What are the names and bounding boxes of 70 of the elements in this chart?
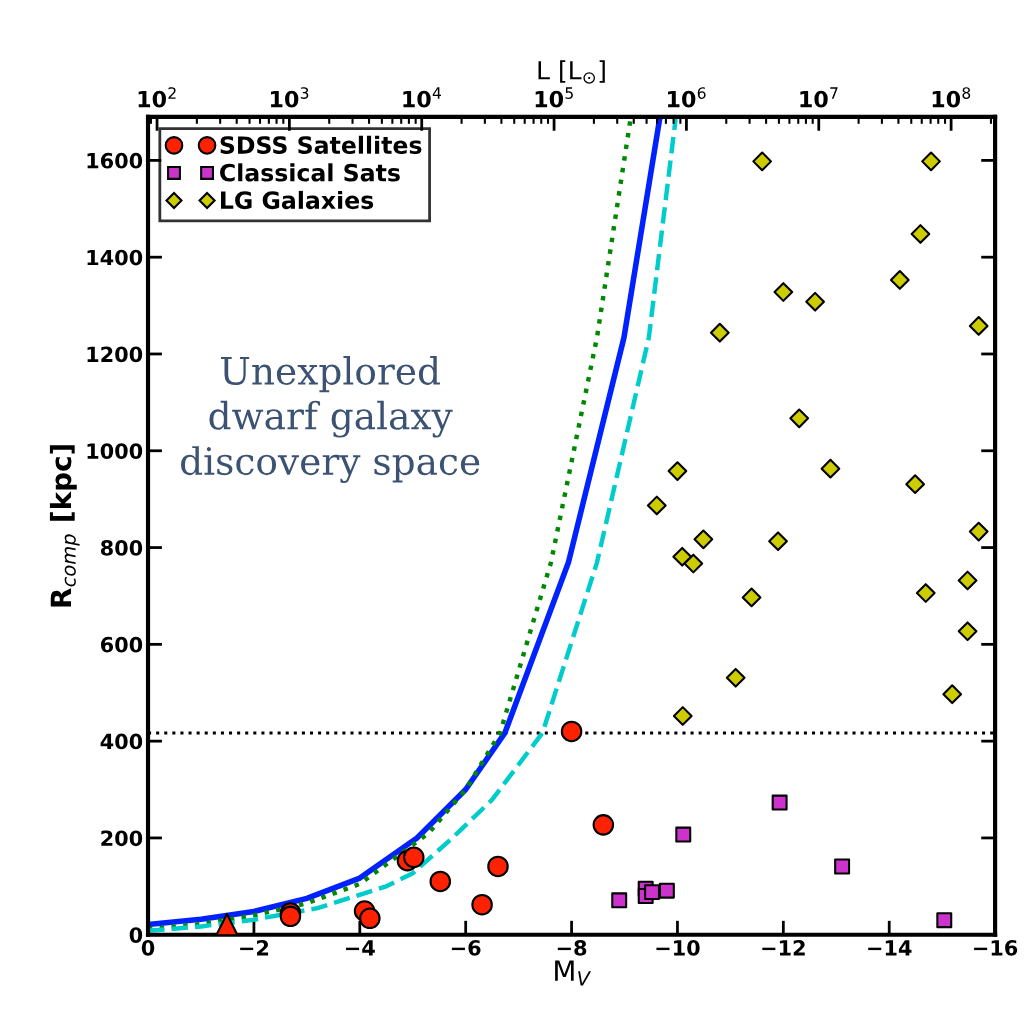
point <box>968 521 989 542</box>
annotation: Unexplored dwarf galaxy discovery space <box>181 355 480 483</box>
x2-axis-title: L [L$_{⊙}$] <box>538 60 605 84</box>
point <box>487 855 509 878</box>
x2-tick-label: 10$^{7}$ <box>800 87 838 108</box>
point <box>771 794 788 811</box>
point <box>957 570 978 591</box>
point <box>693 529 714 550</box>
x-tick-label: −14 <box>868 940 912 956</box>
x2-tick-label: 10$^{6}$ <box>668 87 706 108</box>
point <box>741 587 762 608</box>
y-axis-title: R$_{comp}$ [kpc] <box>49 445 80 607</box>
point <box>820 458 841 479</box>
point <box>921 151 941 172</box>
point <box>611 892 628 909</box>
x-tick-label: −10 <box>656 939 700 956</box>
legend-label: SDSS Satellites <box>220 135 422 155</box>
point <box>910 224 931 244</box>
point <box>592 814 615 836</box>
x2-tick-label: 10$^{4}$ <box>403 87 441 108</box>
point <box>957 621 978 642</box>
x-tick-label: −12 <box>762 939 805 956</box>
point <box>667 461 688 481</box>
point <box>905 474 926 495</box>
y-tick-label: 1200 <box>87 346 143 363</box>
point <box>805 291 825 312</box>
y-tick-label: 1000 <box>87 443 143 459</box>
point <box>968 316 989 336</box>
legend-label: LG Galaxies <box>221 190 374 210</box>
x-tick-label: 0 <box>141 939 155 956</box>
point <box>834 858 851 875</box>
point <box>646 495 667 516</box>
y-tick-label: 400 <box>100 733 143 750</box>
x2-tick-label: 10$^{8}$ <box>932 87 971 108</box>
point <box>789 408 810 429</box>
y-tick-label: 1400 <box>87 249 143 266</box>
point <box>768 531 788 552</box>
point <box>752 151 773 172</box>
point <box>644 884 661 901</box>
point <box>936 912 953 929</box>
point <box>773 282 794 302</box>
x-tick-label: −6 <box>451 939 481 956</box>
point <box>359 907 381 930</box>
x-tick-label: −4 <box>346 940 375 956</box>
point <box>889 270 910 290</box>
point <box>942 684 963 705</box>
y-tick-label: 1600 <box>87 152 143 169</box>
point <box>683 553 704 574</box>
point <box>429 870 452 893</box>
x2-tick-label: 10$^{2}$ <box>138 87 176 108</box>
x-tick-label: −16 <box>974 939 1018 956</box>
y-tick-label: 800 <box>100 540 143 556</box>
point <box>403 846 425 869</box>
y-tick-label: 600 <box>100 636 143 653</box>
legend-label: Classical Sats <box>220 163 400 182</box>
x2-tick-label: 10$^{5}$ <box>535 87 573 108</box>
x-tick-label: −2 <box>240 939 269 956</box>
y-tick-label: 200 <box>101 830 143 847</box>
x-axis-title: M$_{V}$ <box>555 960 592 986</box>
x2-tick-label: 10$^{3}$ <box>271 87 309 108</box>
point <box>672 706 693 726</box>
point <box>560 720 583 743</box>
point <box>725 667 746 688</box>
y-tick-label: 0 <box>129 927 143 943</box>
point <box>675 826 692 843</box>
point <box>658 882 675 899</box>
point <box>471 893 493 916</box>
point <box>709 322 730 343</box>
x-tick-label: −8 <box>557 939 587 956</box>
point <box>915 583 936 603</box>
